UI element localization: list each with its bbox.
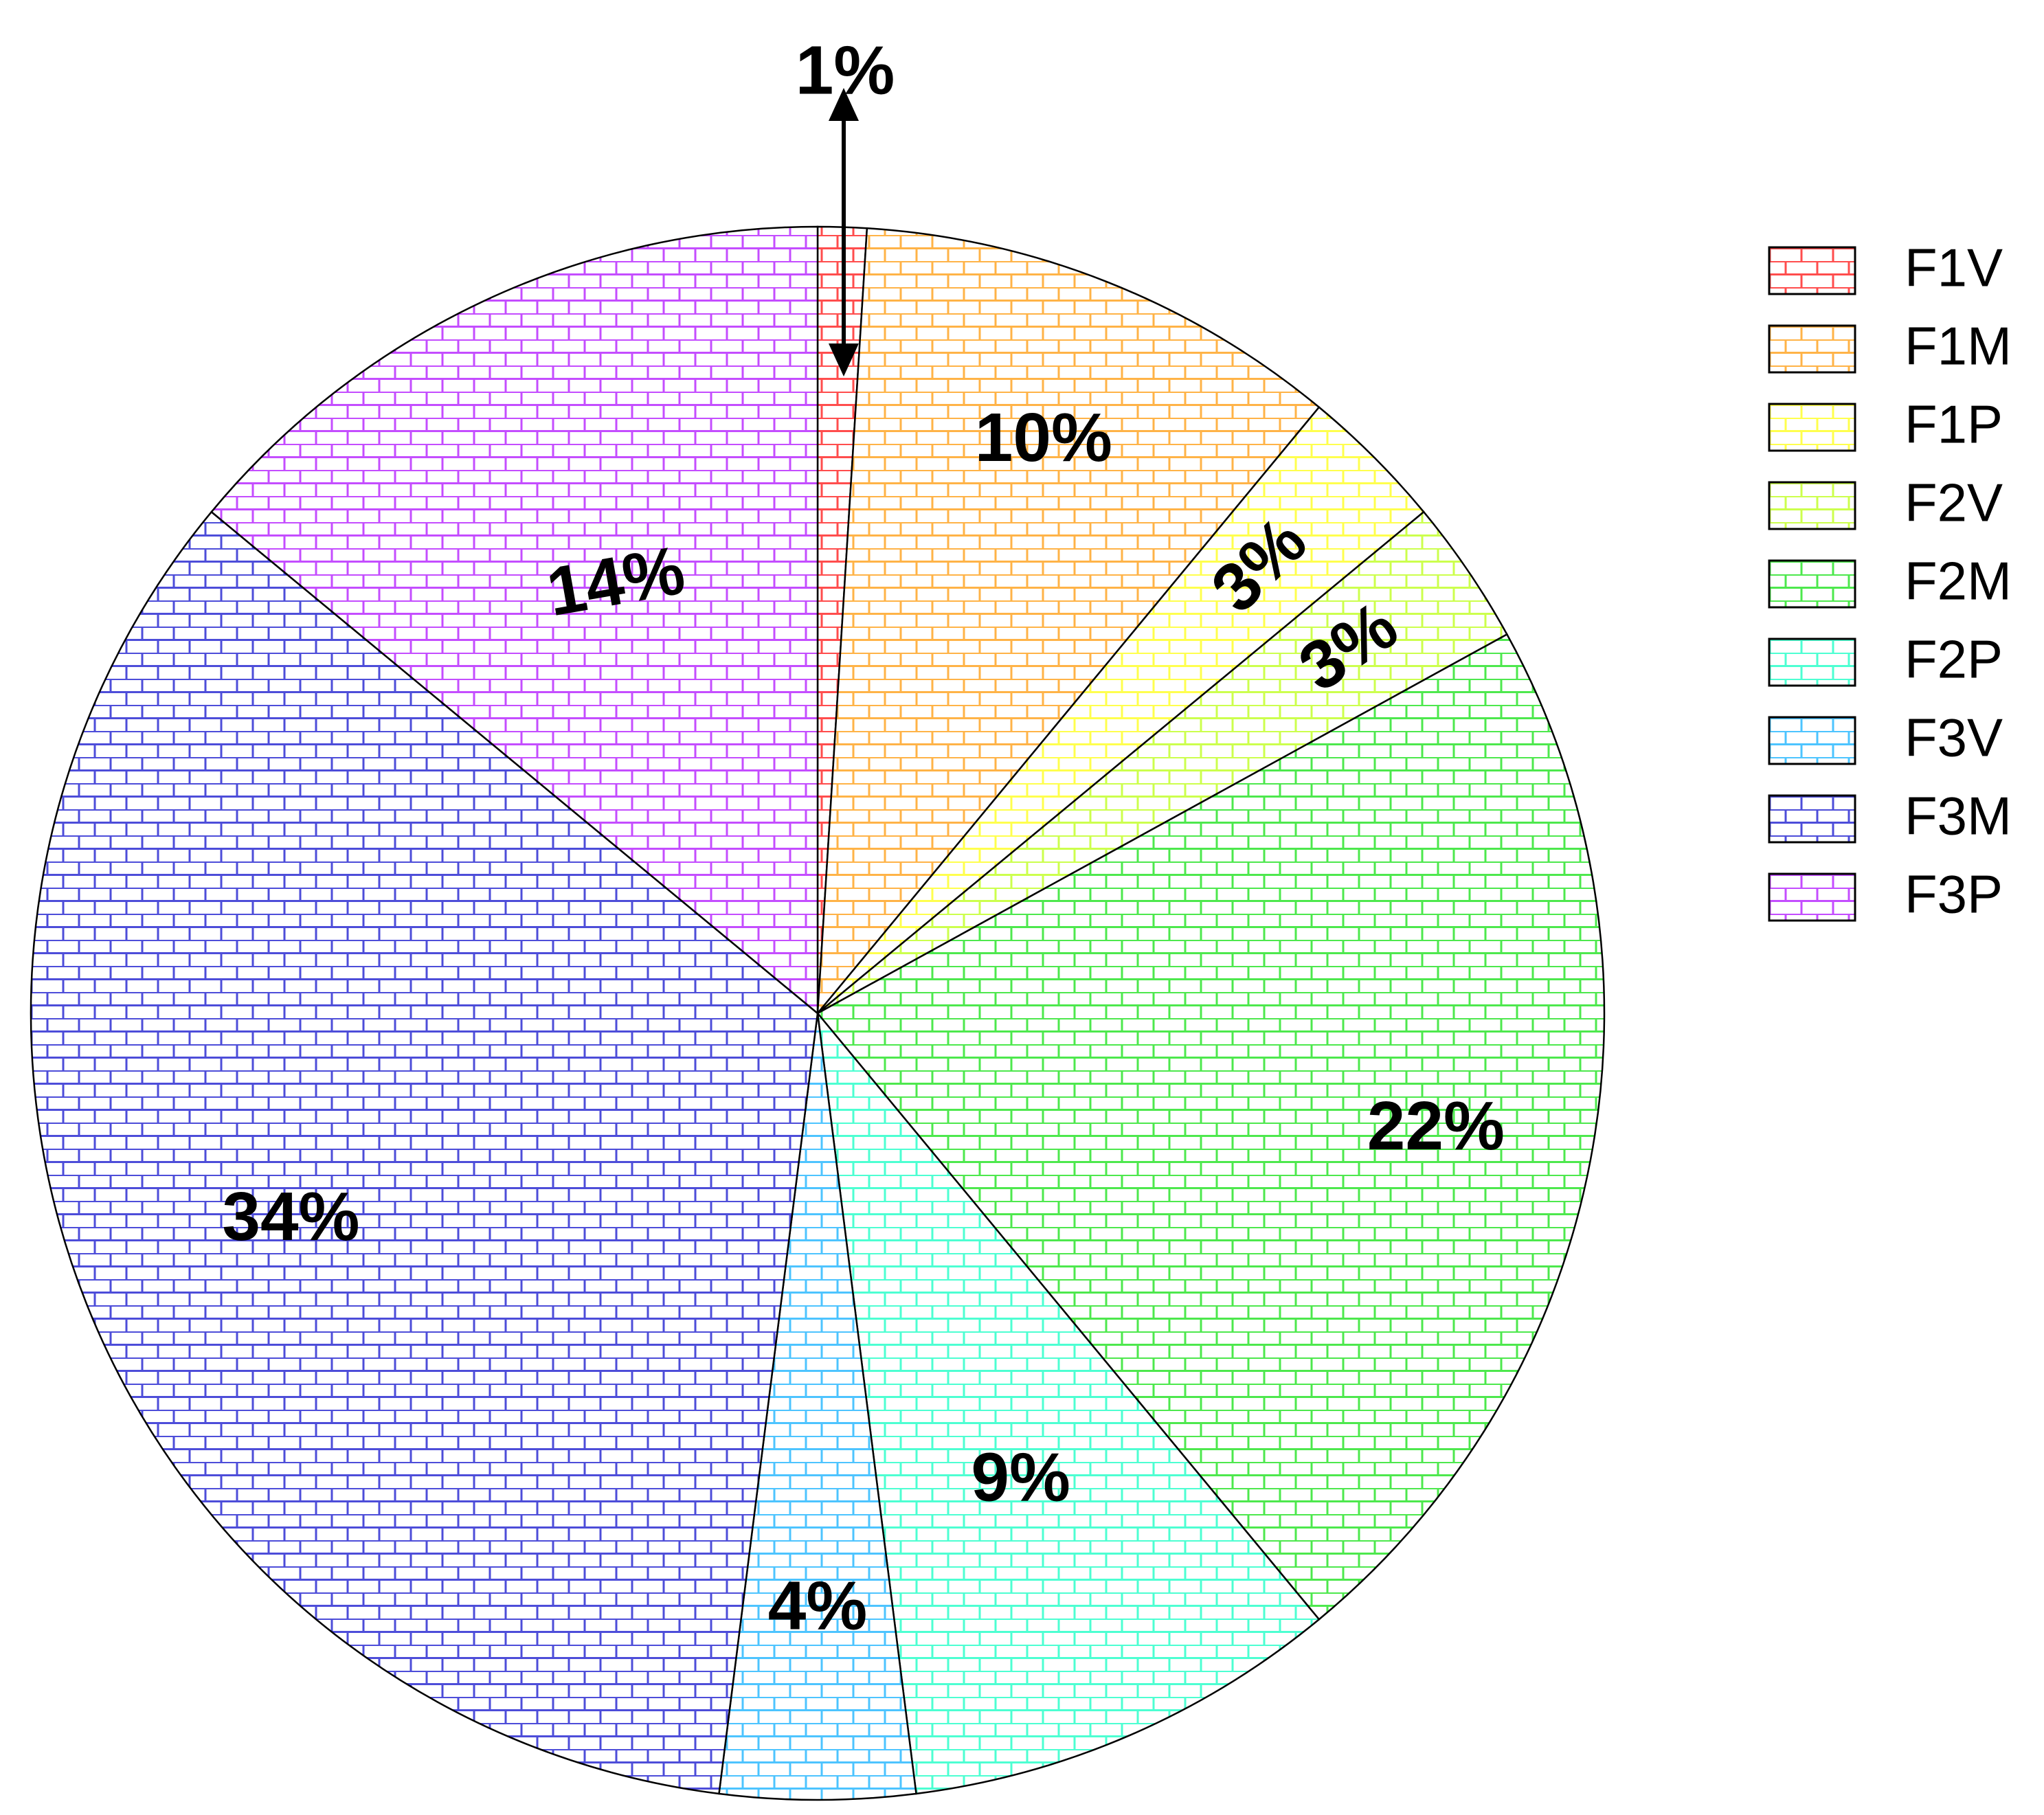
legend-item-f1p: F1P [1768,394,2003,455]
callout-arrow-head-down [829,343,859,376]
callout-arrow-head-up [829,88,859,121]
pct-label-f1m: 10% [975,399,1112,476]
legend-swatch [1768,794,1856,844]
legend-label: F1M [1905,316,2012,376]
legend-item-f1v: F1V [1768,238,2003,298]
pct-label-f3v: 4% [768,1568,868,1645]
legend-swatch [1768,481,1856,530]
legend-swatch [1768,716,1856,765]
legend-item-f3v: F3V [1768,708,2003,768]
legend-label: F3P [1905,864,2003,925]
slice-f3v [718,1013,917,1801]
legend-item-f3p: F3P [1768,864,2003,925]
legend-label: F1V [1905,238,2003,298]
slice-f2m [816,633,1606,1621]
pct-label-f2p: 9% [971,1439,1070,1515]
legend-swatch [1768,872,1856,922]
legend-item-f3m: F3M [1768,786,2012,846]
legend-swatch [1768,559,1856,609]
callout-annotation [829,88,859,376]
legend-label: F3V [1905,708,2003,768]
legend-label: F1P [1905,394,2003,455]
slice-f1m [816,227,1321,1016]
legend-item-f2p: F2P [1768,629,2003,690]
legend-label: F3M [1905,786,2012,846]
pct-label-f2m: 22% [1367,1087,1505,1164]
legend: F1V F1M F1P F2V F2M F2P F3V F3M F3P [1768,238,2012,925]
pct-label-f3m: 34% [222,1178,359,1255]
legend-swatch [1768,403,1856,452]
legend-label: F2V [1905,473,2003,533]
legend-item-f2v: F2V [1768,473,2003,533]
slice-f3p [210,225,819,1015]
legend-label: F2P [1905,629,2003,690]
legend-swatch [1768,638,1856,687]
slice-f3m [30,510,819,1795]
pie-slices [30,225,1606,1801]
legend-swatch [1768,324,1856,374]
legend-label: F2M [1905,551,2012,611]
legend-item-f1m: F1M [1768,316,2012,376]
slice-f2p [816,1010,1321,1795]
legend-item-f2m: F2M [1768,551,2012,611]
legend-swatch [1768,246,1856,295]
